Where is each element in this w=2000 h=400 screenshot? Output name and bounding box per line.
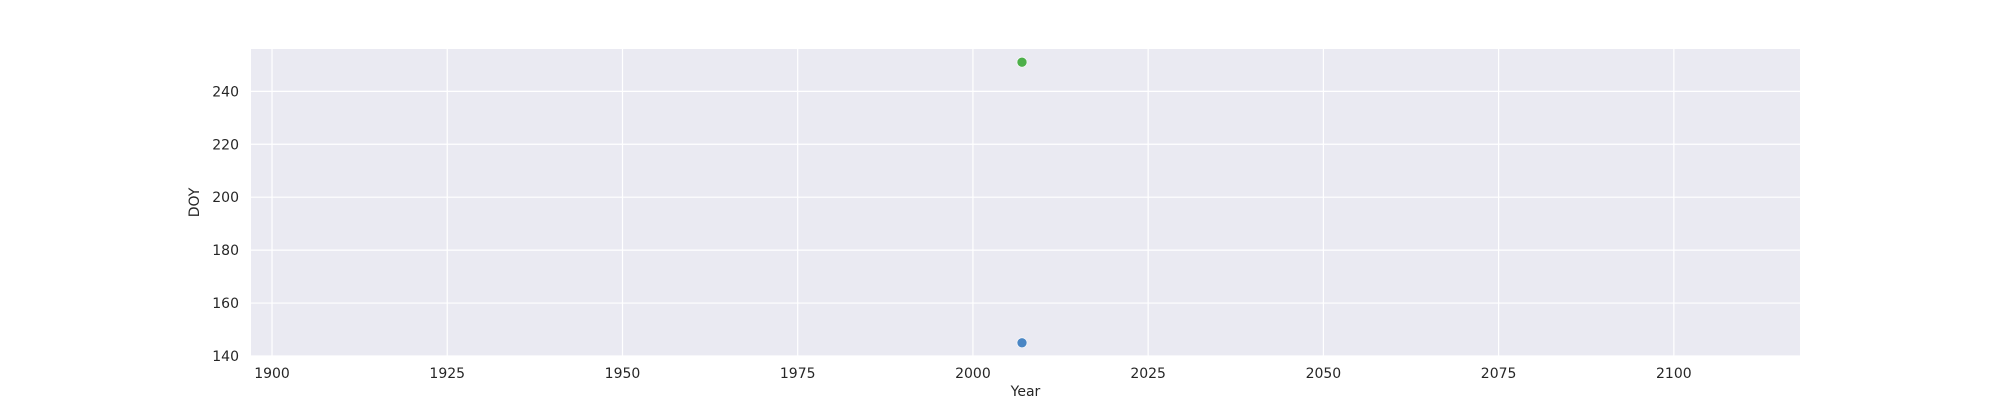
x-tick-label: 1975 (780, 366, 816, 382)
y-axis-label: DOY (187, 187, 203, 217)
y-tick-label: 140 (212, 349, 239, 365)
x-gridlines (271, 49, 1675, 356)
data-points (1016, 56, 1028, 349)
x-tick-label: 1950 (605, 366, 641, 382)
x-tick-label: 1900 (254, 366, 290, 382)
x-tick-label: 1925 (429, 366, 465, 382)
y-tick-labels: 140 160 180 200 220 240 (212, 84, 239, 365)
plot-area (251, 49, 1800, 356)
x-axis-label: Year (1010, 384, 1041, 400)
y-tick-label: 200 (212, 190, 239, 206)
x-tick-label: 2050 (1306, 366, 1342, 382)
x-tick-label: 2000 (955, 366, 991, 382)
data-point-series-1 (1016, 337, 1028, 349)
x-tick-label: 2075 (1481, 366, 1517, 382)
y-gridlines (251, 90, 1800, 357)
x-tick-label: 2100 (1656, 366, 1692, 382)
y-tick-label: 240 (212, 84, 239, 100)
data-point-series-2 (1016, 56, 1028, 68)
y-tick-label: 220 (212, 137, 239, 153)
y-tick-label: 180 (212, 243, 239, 259)
y-tick-label: 160 (212, 296, 239, 312)
x-tick-labels: 1900 1925 1950 1975 2000 2025 2050 2075 2100 (254, 366, 1691, 382)
x-tick-label: 2025 (1130, 366, 1166, 382)
